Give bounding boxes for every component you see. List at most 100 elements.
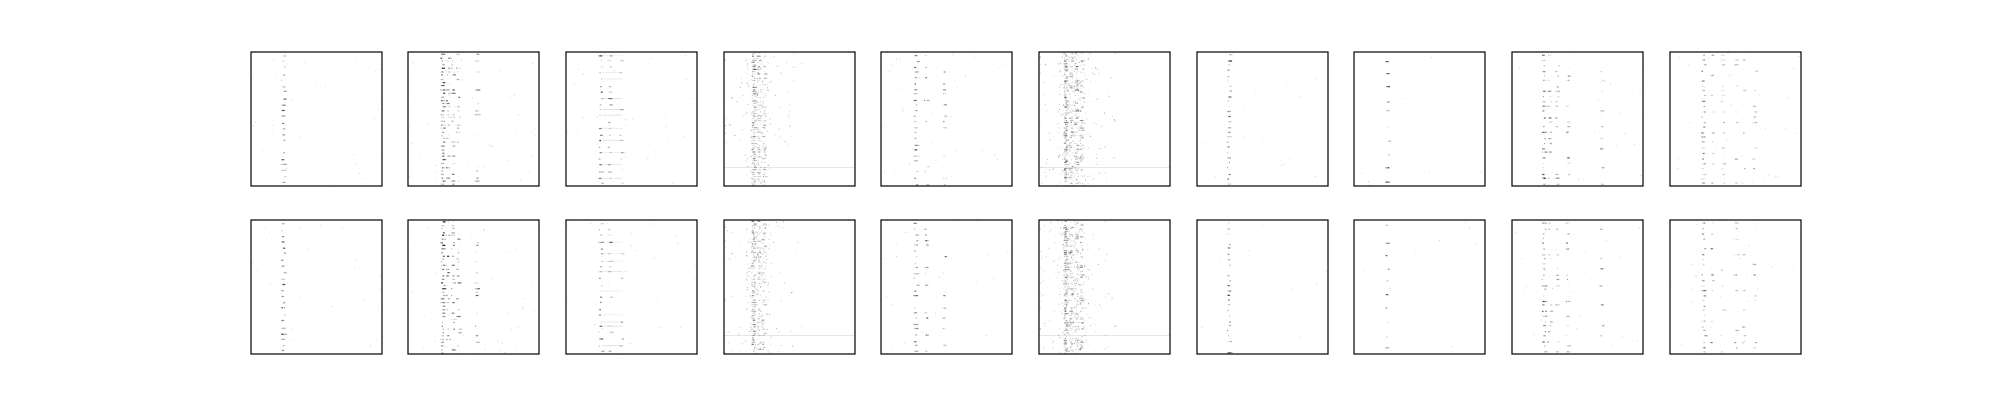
heatmap-cell (441, 162, 444, 165)
heatmap-cell (1066, 122, 1068, 124)
heatmap-cell (442, 60, 443, 62)
heatmap-cell (1077, 169, 1078, 171)
panel-background (251, 220, 382, 354)
heatmap-cell (763, 151, 765, 153)
heatmap-cell (1074, 266, 1076, 268)
heatmap-cell (1077, 166, 1079, 168)
heatmap-cell (761, 328, 764, 330)
heatmap-cell (761, 267, 765, 269)
heatmap-cell (1070, 239, 1072, 241)
heatmap-cell (446, 167, 447, 169)
heatmap-cell (767, 89, 769, 91)
heatmap-cell (600, 248, 603, 250)
heatmap-cell (1325, 270, 1327, 272)
heatmap-cell (763, 97, 765, 99)
heatmap-cell (1068, 63, 1070, 65)
heatmap-cell (951, 260, 953, 261)
heatmap-cell (752, 64, 754, 66)
heatmap-cell (994, 153, 995, 155)
heatmap-cell (441, 71, 444, 73)
heatmap-cell (1068, 144, 1071, 146)
heatmap-cell (914, 177, 916, 179)
heatmap-cell (752, 117, 754, 120)
heatmap-cell (1076, 266, 1077, 268)
panel-frame (1038, 219, 1171, 355)
heatmap-cell (1070, 251, 1072, 252)
heatmap-cell (681, 94, 683, 96)
heatmap-cell (724, 352, 726, 354)
heatmap-cell (1081, 129, 1085, 131)
heatmap-cell (442, 268, 444, 270)
heatmap-cell (1712, 274, 1714, 276)
heatmap-cell (801, 326, 803, 328)
heatmap-cell (1075, 66, 1078, 68)
heatmap-cell (441, 252, 444, 254)
heatmap-cell (760, 67, 762, 68)
heatmap-cell (1065, 101, 1067, 103)
heatmap-cell (453, 71, 456, 73)
heatmap-cell (1092, 72, 1094, 74)
heatmap-cell (754, 281, 756, 283)
heatmap-cell (882, 125, 884, 127)
heatmap-cell (1703, 314, 1705, 316)
heatmap-cell (602, 98, 623, 99)
heatmap-cell (441, 291, 445, 293)
heatmap-cell (943, 89, 946, 91)
heatmap-cell (747, 302, 749, 304)
heatmap-cell (1723, 89, 1725, 92)
heatmap-cell (1711, 342, 1713, 344)
heatmap-cell (925, 120, 928, 123)
heatmap-cell (1079, 129, 1081, 131)
heatmap-cell (330, 167, 332, 169)
heatmap-cell (456, 229, 458, 231)
heatmap-cell (943, 71, 946, 73)
heatmap-cell (442, 305, 446, 307)
heatmap-cell (333, 164, 335, 166)
heatmap-cell (764, 268, 766, 270)
heatmap-cell (1704, 231, 1706, 233)
heatmap-cell (754, 344, 756, 346)
heatmap-cell (1679, 56, 1680, 58)
heatmap-cell (751, 272, 753, 274)
heatmap-cell (1075, 82, 1077, 83)
heatmap-cell (1070, 318, 1072, 320)
heatmap-cell (1069, 321, 1071, 322)
heatmap-cell (313, 146, 315, 148)
heatmap-cell (1071, 147, 1073, 149)
heatmap-cell (1568, 173, 1570, 176)
heatmap-cell (1753, 168, 1756, 170)
heatmap-cell (434, 272, 436, 274)
heatmap-cell (925, 284, 927, 286)
heatmap-cell (758, 60, 760, 62)
heatmap-cell (1066, 288, 1070, 290)
heatmap-cell (763, 245, 765, 247)
heatmap-cell (758, 109, 760, 111)
heatmap-cell (1074, 105, 1076, 106)
heatmap-cell (750, 79, 752, 81)
heatmap-cell (758, 265, 761, 267)
heatmap-cell (751, 184, 753, 186)
heatmap-cell (1389, 288, 1391, 289)
heatmap-cell (342, 227, 344, 229)
heatmap-cell (1079, 110, 1082, 112)
heatmap-cell (746, 251, 748, 253)
heatmap-cell (476, 177, 478, 179)
heatmap-cell (600, 301, 602, 303)
heatmap-cell (1069, 105, 1071, 107)
heatmap-cell (1078, 343, 1080, 345)
heatmap-cell (1088, 58, 1089, 60)
heatmap-cell (764, 115, 768, 117)
heatmap-cell (754, 314, 756, 316)
heatmap-cell (752, 227, 754, 229)
heatmap-cell (751, 315, 753, 317)
heatmap-cell (1556, 90, 1559, 92)
heatmap-cell (1070, 256, 1072, 258)
heatmap-cell (915, 317, 917, 319)
heatmap-cell (598, 271, 602, 273)
heatmap-cell (915, 77, 918, 79)
heatmap-cell (1083, 232, 1085, 234)
heatmap-cell (1064, 161, 1066, 163)
heatmap-cell (1081, 154, 1083, 156)
heatmap-cell (1078, 284, 1079, 286)
heatmap-cell (600, 152, 603, 154)
